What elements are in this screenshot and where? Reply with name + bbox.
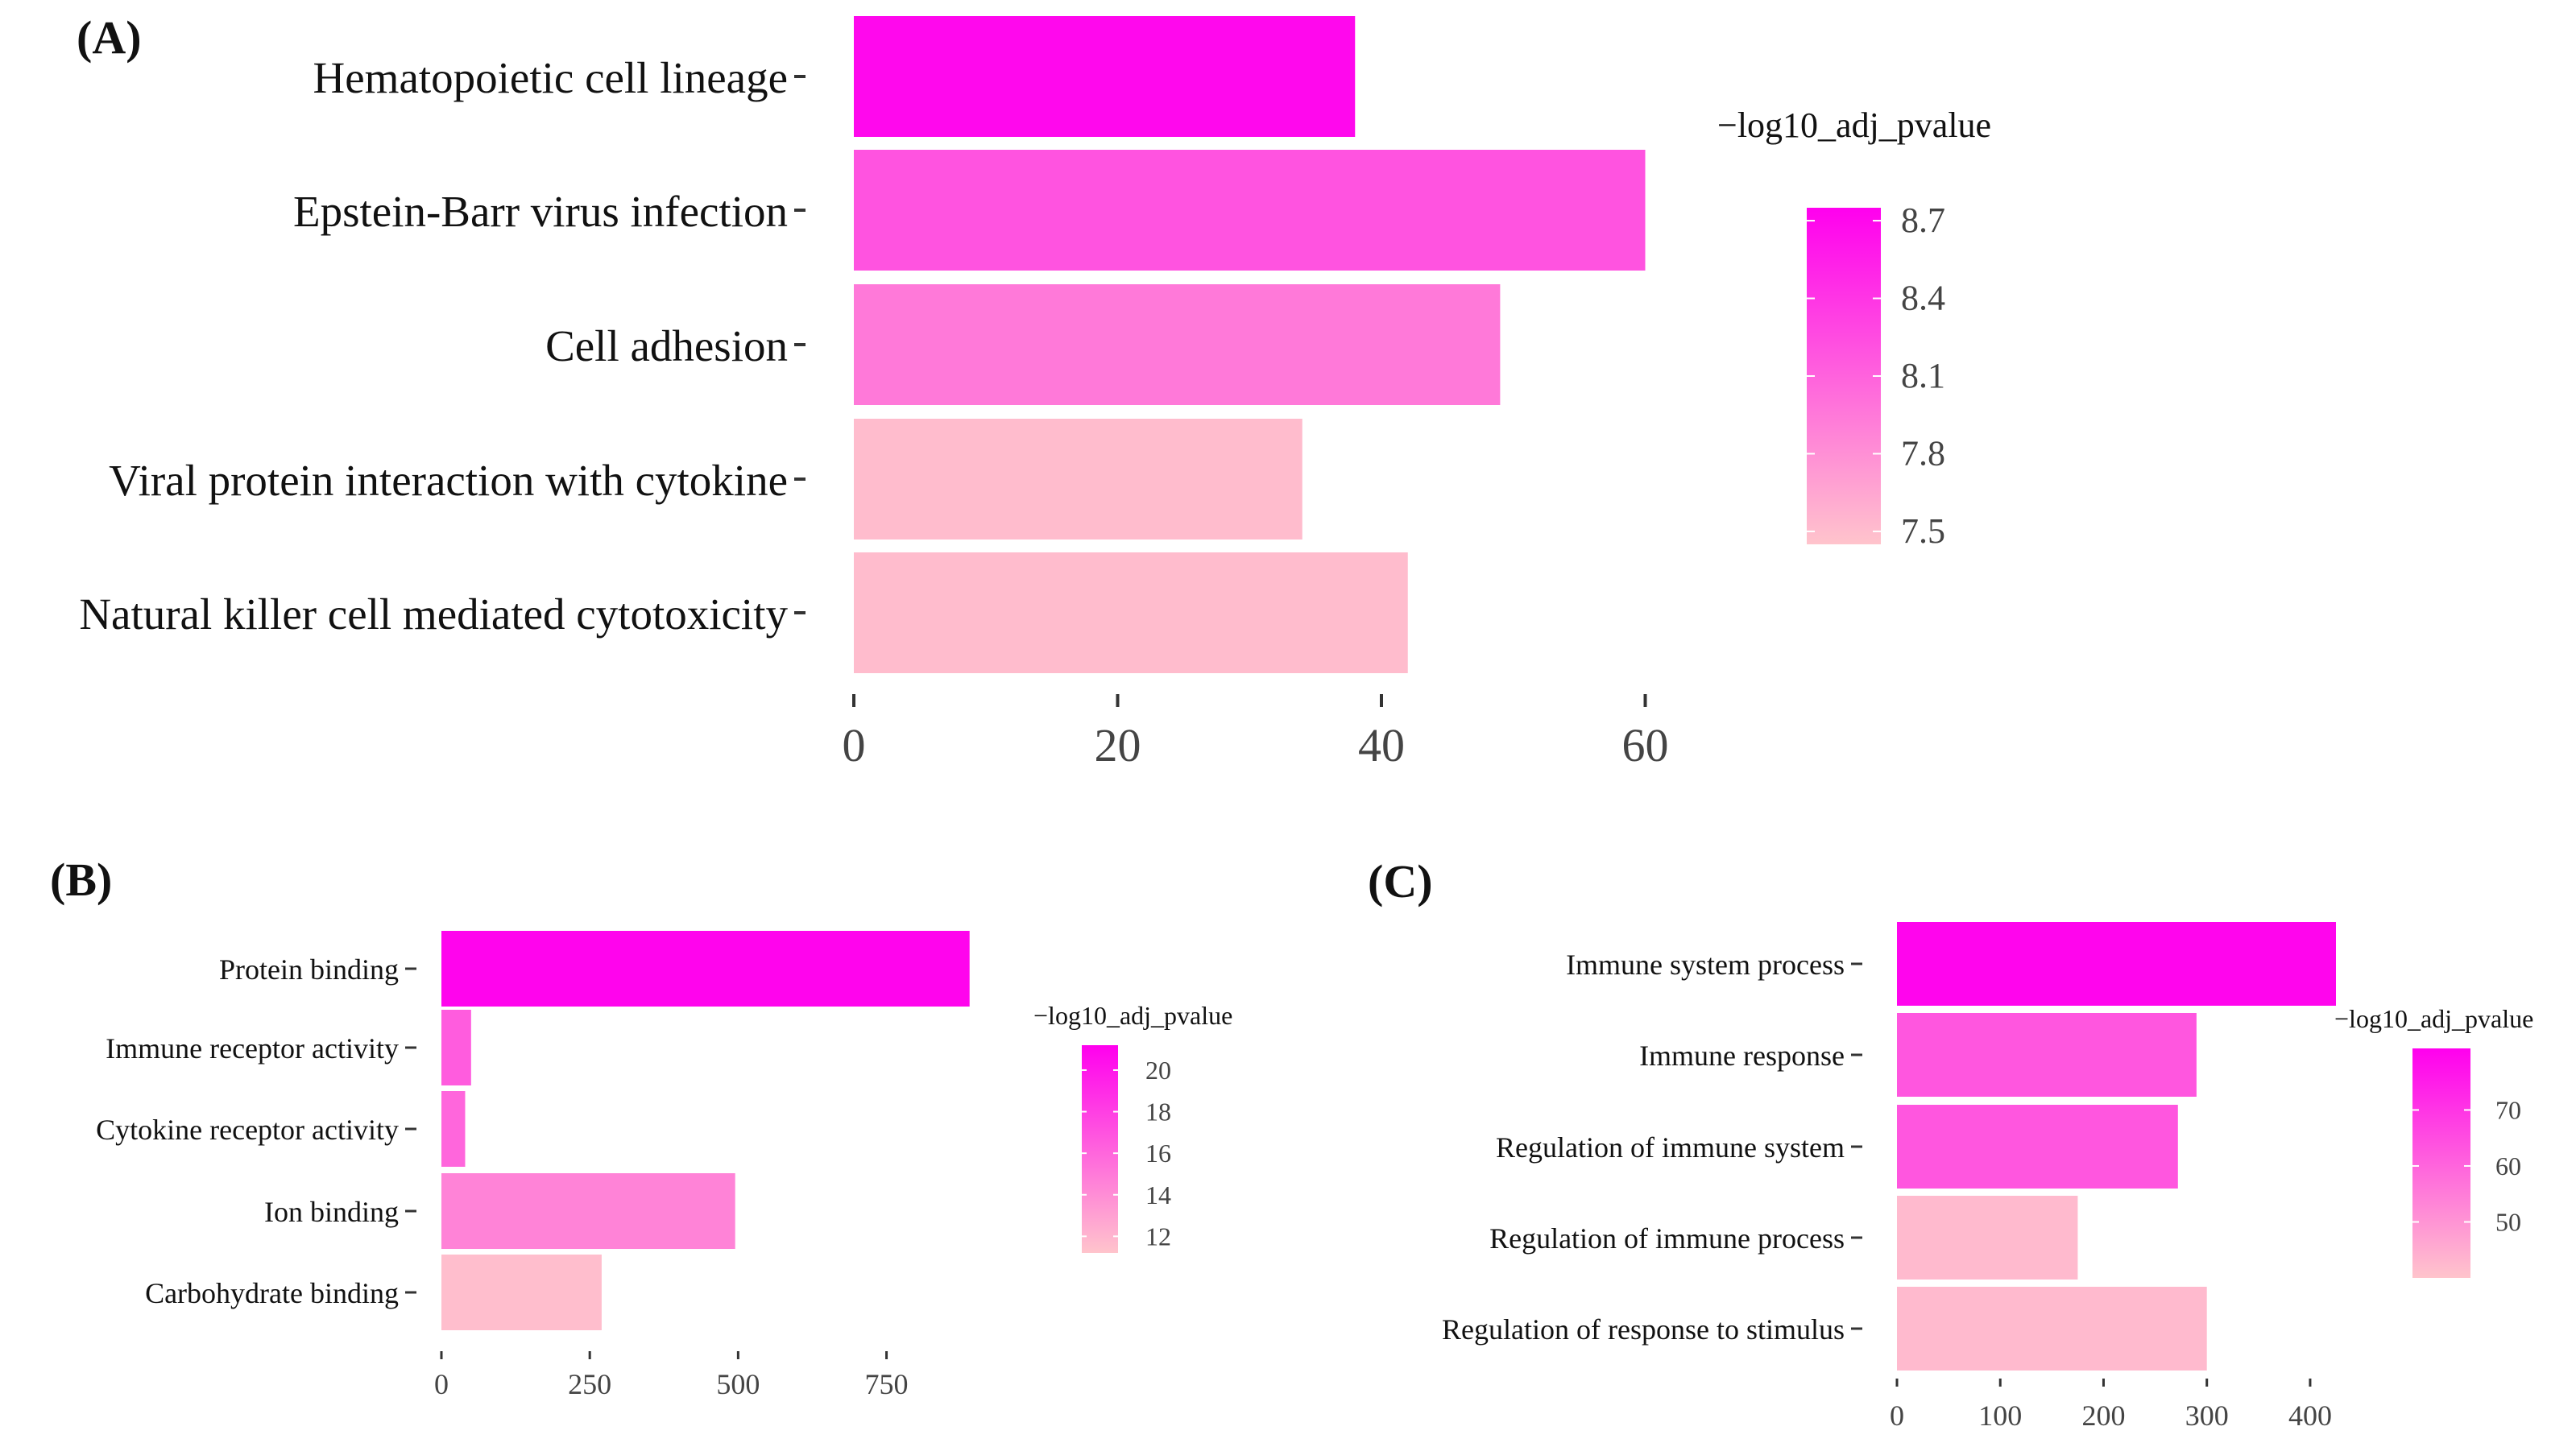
panel-a-bars bbox=[854, 16, 1646, 673]
panel-b-category-label: Protein binding bbox=[219, 953, 399, 986]
panel-b-bar bbox=[441, 1091, 466, 1167]
panel-a-bar bbox=[854, 552, 1408, 673]
panel-a-category-label: Natural killer cell mediated cytotoxicit… bbox=[79, 589, 788, 639]
panel-b-category-label: Carbohydrate binding bbox=[145, 1277, 399, 1309]
panel-c-bars bbox=[1897, 922, 2336, 1371]
panel-b-label: (B) bbox=[50, 854, 112, 906]
panel-b-x-tick-label: 750 bbox=[865, 1368, 909, 1400]
panel-c-bar bbox=[1897, 1287, 2207, 1371]
panel-a-x-tick-label: 0 bbox=[843, 719, 866, 771]
panel-c-x-tick-label: 200 bbox=[2081, 1399, 2125, 1432]
panel-a-bar bbox=[854, 16, 1356, 137]
panel-c-legend-ticks: 70 60 50 bbox=[2412, 1095, 2521, 1236]
panel-b-legend-tick-label: 12 bbox=[1145, 1222, 1171, 1251]
panel-a-x-axis: Hematopoietic cell lineage Epstein-Barr v… bbox=[79, 53, 1668, 771]
panel-a-bar bbox=[854, 419, 1302, 540]
panel-a-legend-tick-label: 8.7 bbox=[1901, 201, 1945, 240]
panel-a-legend-tick-label: 8.4 bbox=[1901, 279, 1945, 318]
panel-a-category-label: Epstein-Barr virus infection bbox=[293, 187, 788, 236]
panel-b-legend-tick-label: 18 bbox=[1145, 1098, 1171, 1127]
panel-b-bar bbox=[441, 1255, 602, 1330]
panel-a-category-label: Hematopoietic cell lineage bbox=[313, 53, 788, 102]
panel-a-x-tick-label: 40 bbox=[1358, 719, 1405, 771]
panel-c-legend-tick-label: 60 bbox=[2495, 1151, 2521, 1180]
panel-a-bar bbox=[854, 284, 1501, 405]
panel-b-legend-tick-label: 14 bbox=[1145, 1180, 1171, 1209]
panel-b-bar bbox=[441, 931, 970, 1007]
panel-b-bar bbox=[441, 1010, 471, 1085]
panel-c-x-tick-label: 100 bbox=[1978, 1399, 2022, 1432]
panel-a-category-label: Cell adhesion bbox=[545, 321, 788, 370]
panel-b-x-axis: Protein binding Immune receptor activity C… bbox=[96, 953, 908, 1400]
panel-c-legend-tick-label: 70 bbox=[2495, 1095, 2521, 1124]
panel-a-legend-tick-label: 8.1 bbox=[1901, 356, 1945, 395]
panel-b-legend-tick-label: 16 bbox=[1145, 1139, 1171, 1168]
panel-b-legend-ticks: 20 18 16 14 12 bbox=[1082, 1056, 1171, 1251]
panel-b-x-tick-label: 0 bbox=[434, 1368, 449, 1400]
panel-a: (A) Hematopoietic cell lineage Epstein-Ba… bbox=[77, 11, 1991, 771]
panel-b-bar bbox=[441, 1173, 735, 1249]
panel-b-category-label: Ion binding bbox=[264, 1196, 399, 1228]
panel-c-bar bbox=[1897, 1013, 2197, 1097]
panel-c-category-label: Immune response bbox=[1639, 1040, 1845, 1072]
panel-b-category-label: Cytokine receptor activity bbox=[96, 1114, 399, 1146]
panel-c-category-label: Immune system process bbox=[1566, 949, 1845, 981]
panel-a-colorbar bbox=[1807, 208, 1881, 544]
panel-c: (C) Immune system process Immune response… bbox=[1368, 855, 2533, 1432]
panel-b-legend-title: −log10_adj_pvalue bbox=[1033, 1001, 1232, 1030]
panel-c-x-tick-label: 300 bbox=[2185, 1399, 2229, 1432]
panel-c-x-tick-label: 400 bbox=[2288, 1399, 2332, 1432]
panel-c-category-label: Regulation of immune process bbox=[1489, 1222, 1845, 1255]
panel-c-x-tick-label: 0 bbox=[1890, 1399, 1904, 1432]
panel-c-category-label: Regulation of immune system bbox=[1496, 1131, 1845, 1164]
panel-b-x-tick-label: 250 bbox=[568, 1368, 611, 1400]
panel-b-legend-tick-label: 20 bbox=[1145, 1056, 1171, 1085]
panel-b-x-tick-label: 500 bbox=[716, 1368, 760, 1400]
panel-a-x-tick-label: 20 bbox=[1095, 719, 1141, 771]
panel-a-legend-tick-label: 7.8 bbox=[1901, 433, 1945, 473]
panel-b-colorbar bbox=[1082, 1045, 1118, 1253]
panel-c-bar bbox=[1897, 922, 2336, 1006]
panel-c-legend-title: −log10_adj_pvalue bbox=[2334, 1004, 2533, 1033]
panel-c-bar bbox=[1897, 1196, 2078, 1280]
panel-c-category-label: Regulation of response to stimulus bbox=[1442, 1313, 1845, 1346]
panel-c-x-axis: Immune system process Immune response Regu… bbox=[1442, 949, 2332, 1432]
panel-b-category-label: Immune receptor activity bbox=[106, 1032, 399, 1065]
panel-a-category-label: Viral protein interaction with cytokine bbox=[109, 456, 788, 505]
panel-a-label: (A) bbox=[77, 11, 142, 64]
panel-b-bars bbox=[441, 931, 970, 1330]
panel-c-legend-tick-label: 50 bbox=[2495, 1207, 2521, 1236]
panel-b: (B) Protein binding Immune receptor activ… bbox=[50, 854, 1232, 1400]
panel-a-legend-title: −log10_adj_pvalue bbox=[1717, 105, 1991, 145]
panel-a-legend-tick-label: 7.5 bbox=[1901, 511, 1945, 551]
panel-c-colorbar bbox=[2412, 1048, 2470, 1278]
panel-c-bar bbox=[1897, 1105, 2178, 1189]
panel-a-bar bbox=[854, 150, 1646, 271]
panel-a-x-tick-label: 60 bbox=[1622, 719, 1669, 771]
panel-c-label: (C) bbox=[1368, 855, 1433, 907]
panel-a-legend-ticks: 8.7 8.4 8.1 7.8 7.5 bbox=[1807, 201, 1945, 551]
